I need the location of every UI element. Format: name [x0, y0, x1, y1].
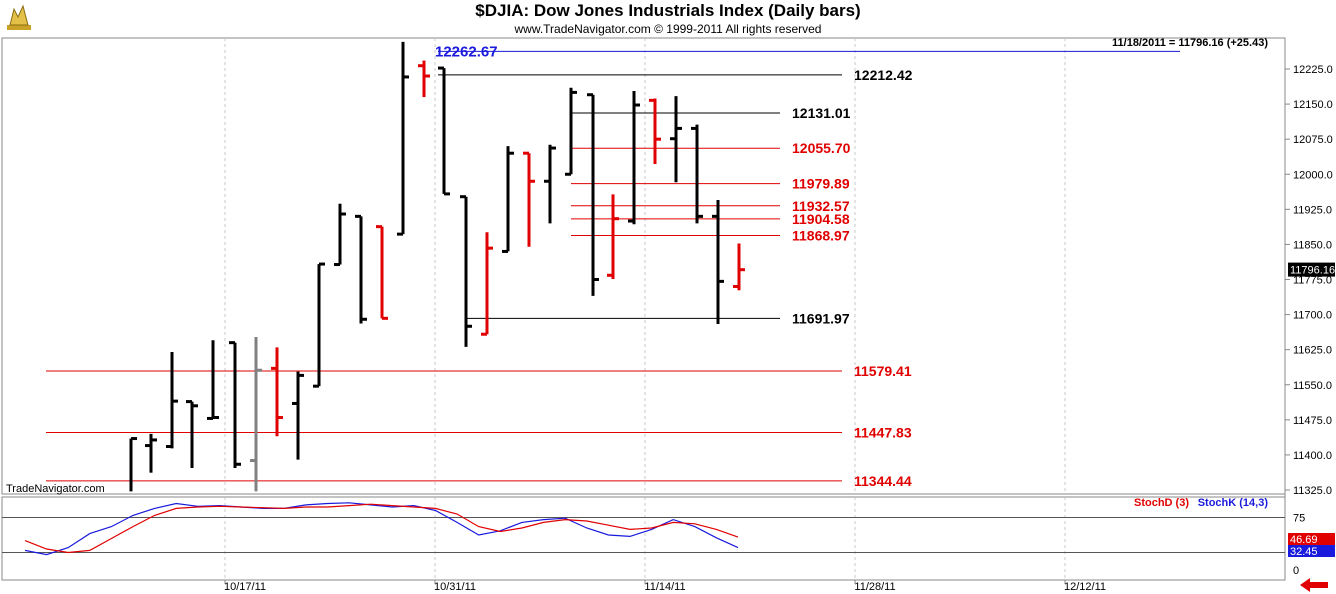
ohlc-bar [544, 144, 556, 224]
y-tick-label: 11700.0 [1293, 310, 1332, 322]
last-price-tag-label: 11796.16 [1290, 265, 1335, 277]
trade-navigator-logo-icon [7, 4, 31, 30]
ohlc-bar [628, 90, 640, 225]
osc-tick-label: 0 [1293, 565, 1299, 577]
osc-tick-label: 75 [1293, 513, 1305, 525]
ohlc-bar [481, 232, 493, 336]
stoch-d-tag-label: 46.69 [1290, 534, 1318, 546]
ohlc-bar [229, 341, 241, 469]
stoch-k-line [24, 502, 739, 556]
x-tick-label: 10/31/11 [434, 581, 476, 593]
y-tick-label: 11775.0 [1293, 275, 1332, 287]
oscillator-pane [1, 496, 1286, 581]
level-label: 11932.57 [792, 198, 850, 214]
x-tick-label: 12/12/11 [1064, 581, 1106, 593]
stoch-d-legend: StochD (3) [1134, 497, 1189, 509]
ohlc-bar [587, 93, 599, 296]
level-label: 12131.01 [792, 105, 851, 121]
y-tick-label: 12000.0 [1293, 169, 1333, 181]
y-tick-label: 11475.0 [1293, 415, 1332, 427]
stoch-k-legend: StochK (14,3) [1198, 497, 1269, 509]
ohlc-bar [691, 124, 703, 224]
x-tick-label: 11/28/11 [854, 581, 895, 593]
y-tick-label: 11925.0 [1293, 204, 1332, 216]
ohlc-bar [376, 225, 388, 320]
y-tick-label: 11400.0 [1293, 450, 1332, 462]
ohlc-bar [355, 214, 367, 324]
level-label: 12055.70 [792, 140, 851, 156]
stoch-d-tag [1288, 533, 1335, 545]
level-label: 11344.44 [854, 473, 912, 489]
stoch-k-tag [1288, 545, 1335, 557]
level-label: 11691.97 [792, 310, 850, 326]
last-quote-text: 11/18/2011 = 11796.16 (+25.43) [1112, 37, 1268, 49]
y-tick-label: 11325.0 [1293, 485, 1332, 497]
ohlc-bar [271, 347, 283, 437]
ohlc-bar [313, 262, 325, 388]
ohlc-bar [649, 98, 661, 164]
chart-title: $DJIA: Dow Jones Industrials Index (Dail… [475, 1, 861, 20]
ohlc-bar [438, 66, 450, 196]
price-pane [1, 37, 1286, 495]
ohlc-bar [397, 41, 409, 236]
ohlc-bar [670, 96, 682, 183]
ohlc-bar [418, 60, 430, 98]
y-tick-label: 12150.0 [1293, 99, 1333, 111]
ohlc-bar [565, 87, 577, 176]
level-label: 11868.97 [792, 228, 850, 244]
level-label: 12262.67 [435, 43, 498, 60]
ohlc-bar [207, 340, 219, 420]
y-tick-label: 11850.0 [1293, 239, 1332, 251]
y-tick-label: 12225.0 [1293, 64, 1333, 76]
ohlc-bar [460, 195, 472, 347]
ohlc-bar [129, 437, 137, 492]
copyright-text: www.TradeNavigator.com © 1999-2011 All r… [514, 22, 822, 36]
x-tick-label: 10/17/11 [224, 581, 266, 593]
ohlc-bar [607, 194, 619, 280]
last-price-tag [1288, 262, 1335, 277]
ohlc-bar [250, 337, 262, 492]
ohlc-bar [733, 243, 745, 291]
ohlc-bar [502, 146, 514, 253]
ohlc-bar [523, 151, 535, 247]
x-tick-label: 11/14/11 [644, 581, 685, 593]
y-tick-label: 12075.0 [1293, 134, 1333, 146]
ohlc-bar [145, 433, 157, 473]
level-label: 11979.89 [792, 176, 850, 192]
ohlc-bar [334, 203, 346, 267]
level-label: 12212.42 [854, 67, 913, 83]
y-tick-label: 11550.0 [1293, 380, 1332, 392]
ohlc-bar [186, 400, 198, 469]
stoch-d-line [24, 503, 739, 554]
level-label: 11904.58 [792, 211, 850, 227]
y-tick-label: 11625.0 [1293, 345, 1332, 357]
ohlc-bar [292, 371, 304, 460]
watermark-text: TradeNavigator.com [6, 483, 105, 495]
level-label: 11447.83 [854, 425, 912, 441]
ohlc-bar [712, 199, 724, 324]
stoch-k-tag-label: 32.45 [1290, 546, 1318, 558]
level-label: 11579.41 [854, 363, 912, 379]
ohlc-bar [166, 352, 178, 449]
scroll-left-arrow-icon [1300, 578, 1328, 592]
